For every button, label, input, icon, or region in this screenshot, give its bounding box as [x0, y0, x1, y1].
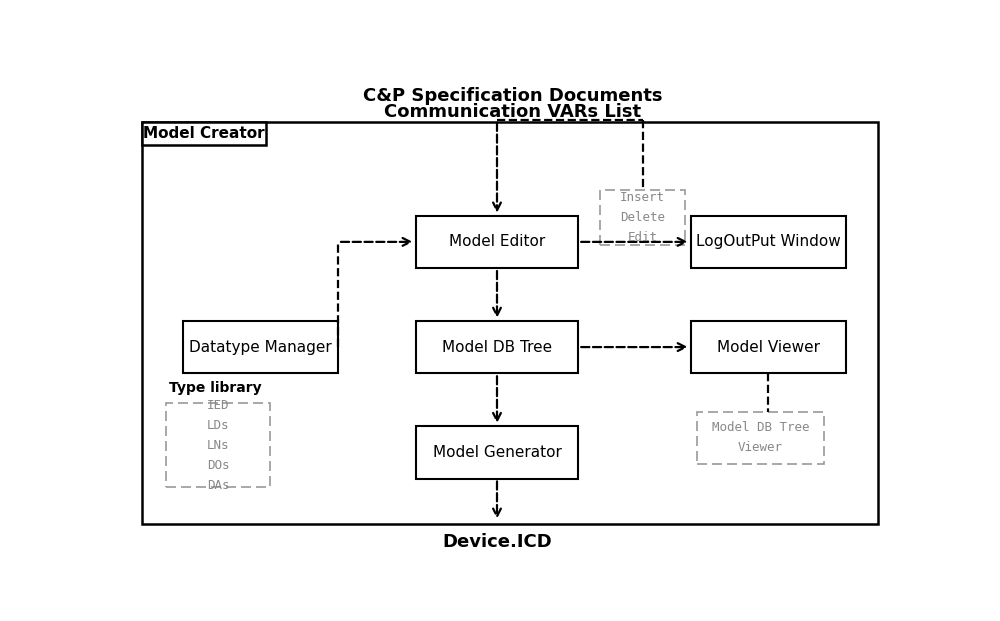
Text: Model Editor: Model Editor — [449, 234, 545, 250]
Bar — [416, 215, 578, 268]
Text: Device.ICD: Device.ICD — [442, 533, 552, 551]
Text: Model Creator: Model Creator — [143, 126, 265, 142]
Text: Insert
Delete
Edit: Insert Delete Edit — [620, 191, 665, 245]
Bar — [416, 426, 578, 479]
Text: Model Viewer: Model Viewer — [717, 340, 820, 355]
Bar — [142, 122, 266, 145]
Bar — [691, 215, 846, 268]
Text: IED
LDs
LNs
DOs
DAs: IED LDs LNs DOs DAs — [207, 399, 229, 492]
Text: Model Generator: Model Generator — [433, 445, 561, 460]
Bar — [697, 412, 824, 465]
Text: Communication VARs List: Communication VARs List — [384, 103, 641, 121]
Text: Model DB Tree
Viewer: Model DB Tree Viewer — [712, 422, 809, 455]
Bar — [183, 321, 338, 373]
Text: C&P Specification Documents: C&P Specification Documents — [363, 87, 662, 105]
Bar — [691, 321, 846, 373]
Bar — [416, 321, 578, 373]
Text: Type library: Type library — [169, 381, 262, 395]
Bar — [600, 191, 685, 245]
Text: Datatype Manager: Datatype Manager — [189, 340, 332, 355]
Bar — [142, 122, 878, 524]
Text: LogOutPut Window: LogOutPut Window — [696, 234, 841, 250]
Text: Model DB Tree: Model DB Tree — [442, 340, 552, 355]
Bar — [166, 403, 270, 487]
